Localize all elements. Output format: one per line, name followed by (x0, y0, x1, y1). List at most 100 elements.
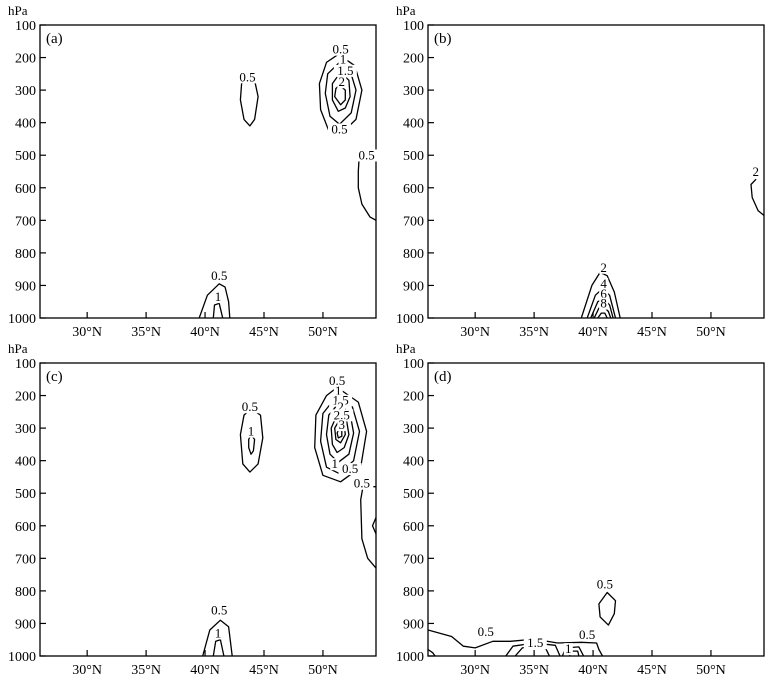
y-tick-label: 700 (15, 214, 36, 229)
contour-label: 1 (248, 424, 255, 439)
panel-tag: (d) (434, 369, 452, 385)
x-tick-label: 50°N (696, 325, 726, 340)
x-tick-label: 45°N (249, 325, 279, 340)
y-tick-label: 100 (403, 357, 424, 372)
contour-label: 2 (339, 74, 346, 89)
contour-label: 0.5 (239, 69, 255, 84)
y-axis-unit-label: hPa (396, 341, 416, 356)
x-tick-label: 50°N (308, 325, 338, 340)
x-tick-label: 50°N (308, 663, 338, 678)
contour-label: 0.5 (579, 627, 595, 642)
panel-tag: (a) (46, 31, 63, 47)
contour-line (597, 312, 608, 318)
contour-label-bg (213, 291, 223, 304)
contour-label-bg (338, 53, 348, 66)
contour-label-bg (599, 278, 609, 291)
panel-a: 100 200 300 400 500 600 700 800 900 1000 30°N 35°N 4… (8, 3, 379, 340)
contour-label: 2 (337, 399, 344, 414)
contour-label: 6 (600, 286, 607, 301)
contour-label-bg (329, 43, 353, 56)
contour-label-bg (330, 458, 340, 471)
contour-line (331, 71, 351, 112)
x-tick-label: 30°N (460, 325, 490, 340)
contour-line (248, 433, 256, 455)
contour-line (239, 76, 259, 127)
y-tick-label: 900 (15, 279, 36, 294)
contour-line (212, 639, 225, 656)
contour-label: 2.5 (334, 407, 350, 422)
contour-label: 0.5 (242, 399, 258, 414)
contour-label-bg (333, 64, 357, 77)
contour-line (334, 84, 346, 106)
y-tick-label: 500 (403, 149, 424, 164)
y-tick-label: 800 (403, 585, 424, 600)
contour-layer (580, 178, 764, 318)
panel-tag: (b) (434, 31, 452, 47)
contour-label-bg (336, 401, 346, 414)
x-tick-label: 45°N (249, 663, 279, 678)
contour-label: 0.5 (597, 577, 613, 592)
y-tick-label: 200 (403, 52, 424, 67)
y-tick-label: 800 (403, 247, 424, 262)
y-tick-label: 300 (15, 84, 36, 99)
panel-tag: (c) (46, 369, 63, 385)
y-tick-label: 500 (403, 487, 424, 502)
contour-label-bg (238, 401, 262, 414)
y-tick-label: 600 (403, 182, 424, 197)
contour-label-bg (213, 627, 223, 640)
contour-label-bg (575, 629, 599, 642)
x-tick-label: 40°N (190, 663, 220, 678)
contour-label: 0.5 (211, 603, 227, 618)
contour-label: 1 (215, 625, 222, 640)
y-tick-label: 900 (403, 617, 424, 632)
contour-label-bg (327, 123, 351, 136)
contour-label-bg (523, 637, 547, 650)
y-tick-label: 600 (15, 182, 36, 197)
contour-line (202, 619, 233, 656)
contour-label: 0.5 (211, 268, 227, 283)
x-tick-label: 35°N (131, 325, 161, 340)
y-tick-label: 100 (15, 19, 36, 34)
y-tick-label: 100 (15, 357, 36, 372)
contour-line (357, 151, 376, 221)
y-tick-label: 300 (403, 84, 424, 99)
y-tick-label: 500 (15, 487, 36, 502)
contour-line (330, 411, 350, 454)
x-tick-label: 45°N (637, 663, 667, 678)
y-tick-label: 300 (403, 422, 424, 437)
contour-layer (428, 591, 617, 656)
x-tick-label: 50°N (696, 663, 726, 678)
contour-label: 0.5 (358, 147, 374, 162)
y-tick-label: 400 (403, 455, 424, 470)
x-tick-label: 40°N (190, 325, 220, 340)
contour-label-bg (338, 463, 362, 476)
contour-label: 0.5 (342, 461, 358, 476)
y-tick-label: 900 (403, 279, 424, 294)
contour-label-bg (599, 261, 609, 274)
contour-label-bg (246, 425, 256, 438)
y-tick-label: 400 (403, 117, 424, 132)
panel-c: 100 200 300 400 500 600 700 800 900 1000 30°N 35°N 4… (8, 341, 377, 678)
y-tick-label: 700 (15, 552, 36, 567)
x-tick-label: 30°N (460, 663, 490, 678)
x-tick-label: 35°N (131, 663, 161, 678)
panel-b: 100 200 300 400 500 600 700 800 900 1000 30°N 35°N 4… (396, 3, 765, 340)
contour-label: 1 (335, 383, 342, 398)
y-axis-unit-label: hPa (396, 3, 416, 18)
x-tick-label: 30°N (72, 663, 102, 678)
contour-label-bg (350, 477, 374, 490)
contour-label-bg (563, 643, 573, 656)
contour-label: 1 (331, 456, 338, 471)
y-tick-label: 1000 (8, 650, 36, 665)
contour-label-bg (235, 71, 259, 84)
panel-a-frame (39, 24, 377, 319)
x-tick-label: 40°N (578, 663, 608, 678)
contour-label: 8 (600, 296, 607, 311)
y-axis-unit-label: hPa (8, 3, 28, 18)
panel-c-frame (39, 362, 377, 657)
contour-label: 2 (600, 260, 607, 275)
contour-label: 4 (600, 276, 607, 291)
contour-label-bg (207, 604, 231, 617)
x-tick-label: 45°N (637, 325, 667, 340)
